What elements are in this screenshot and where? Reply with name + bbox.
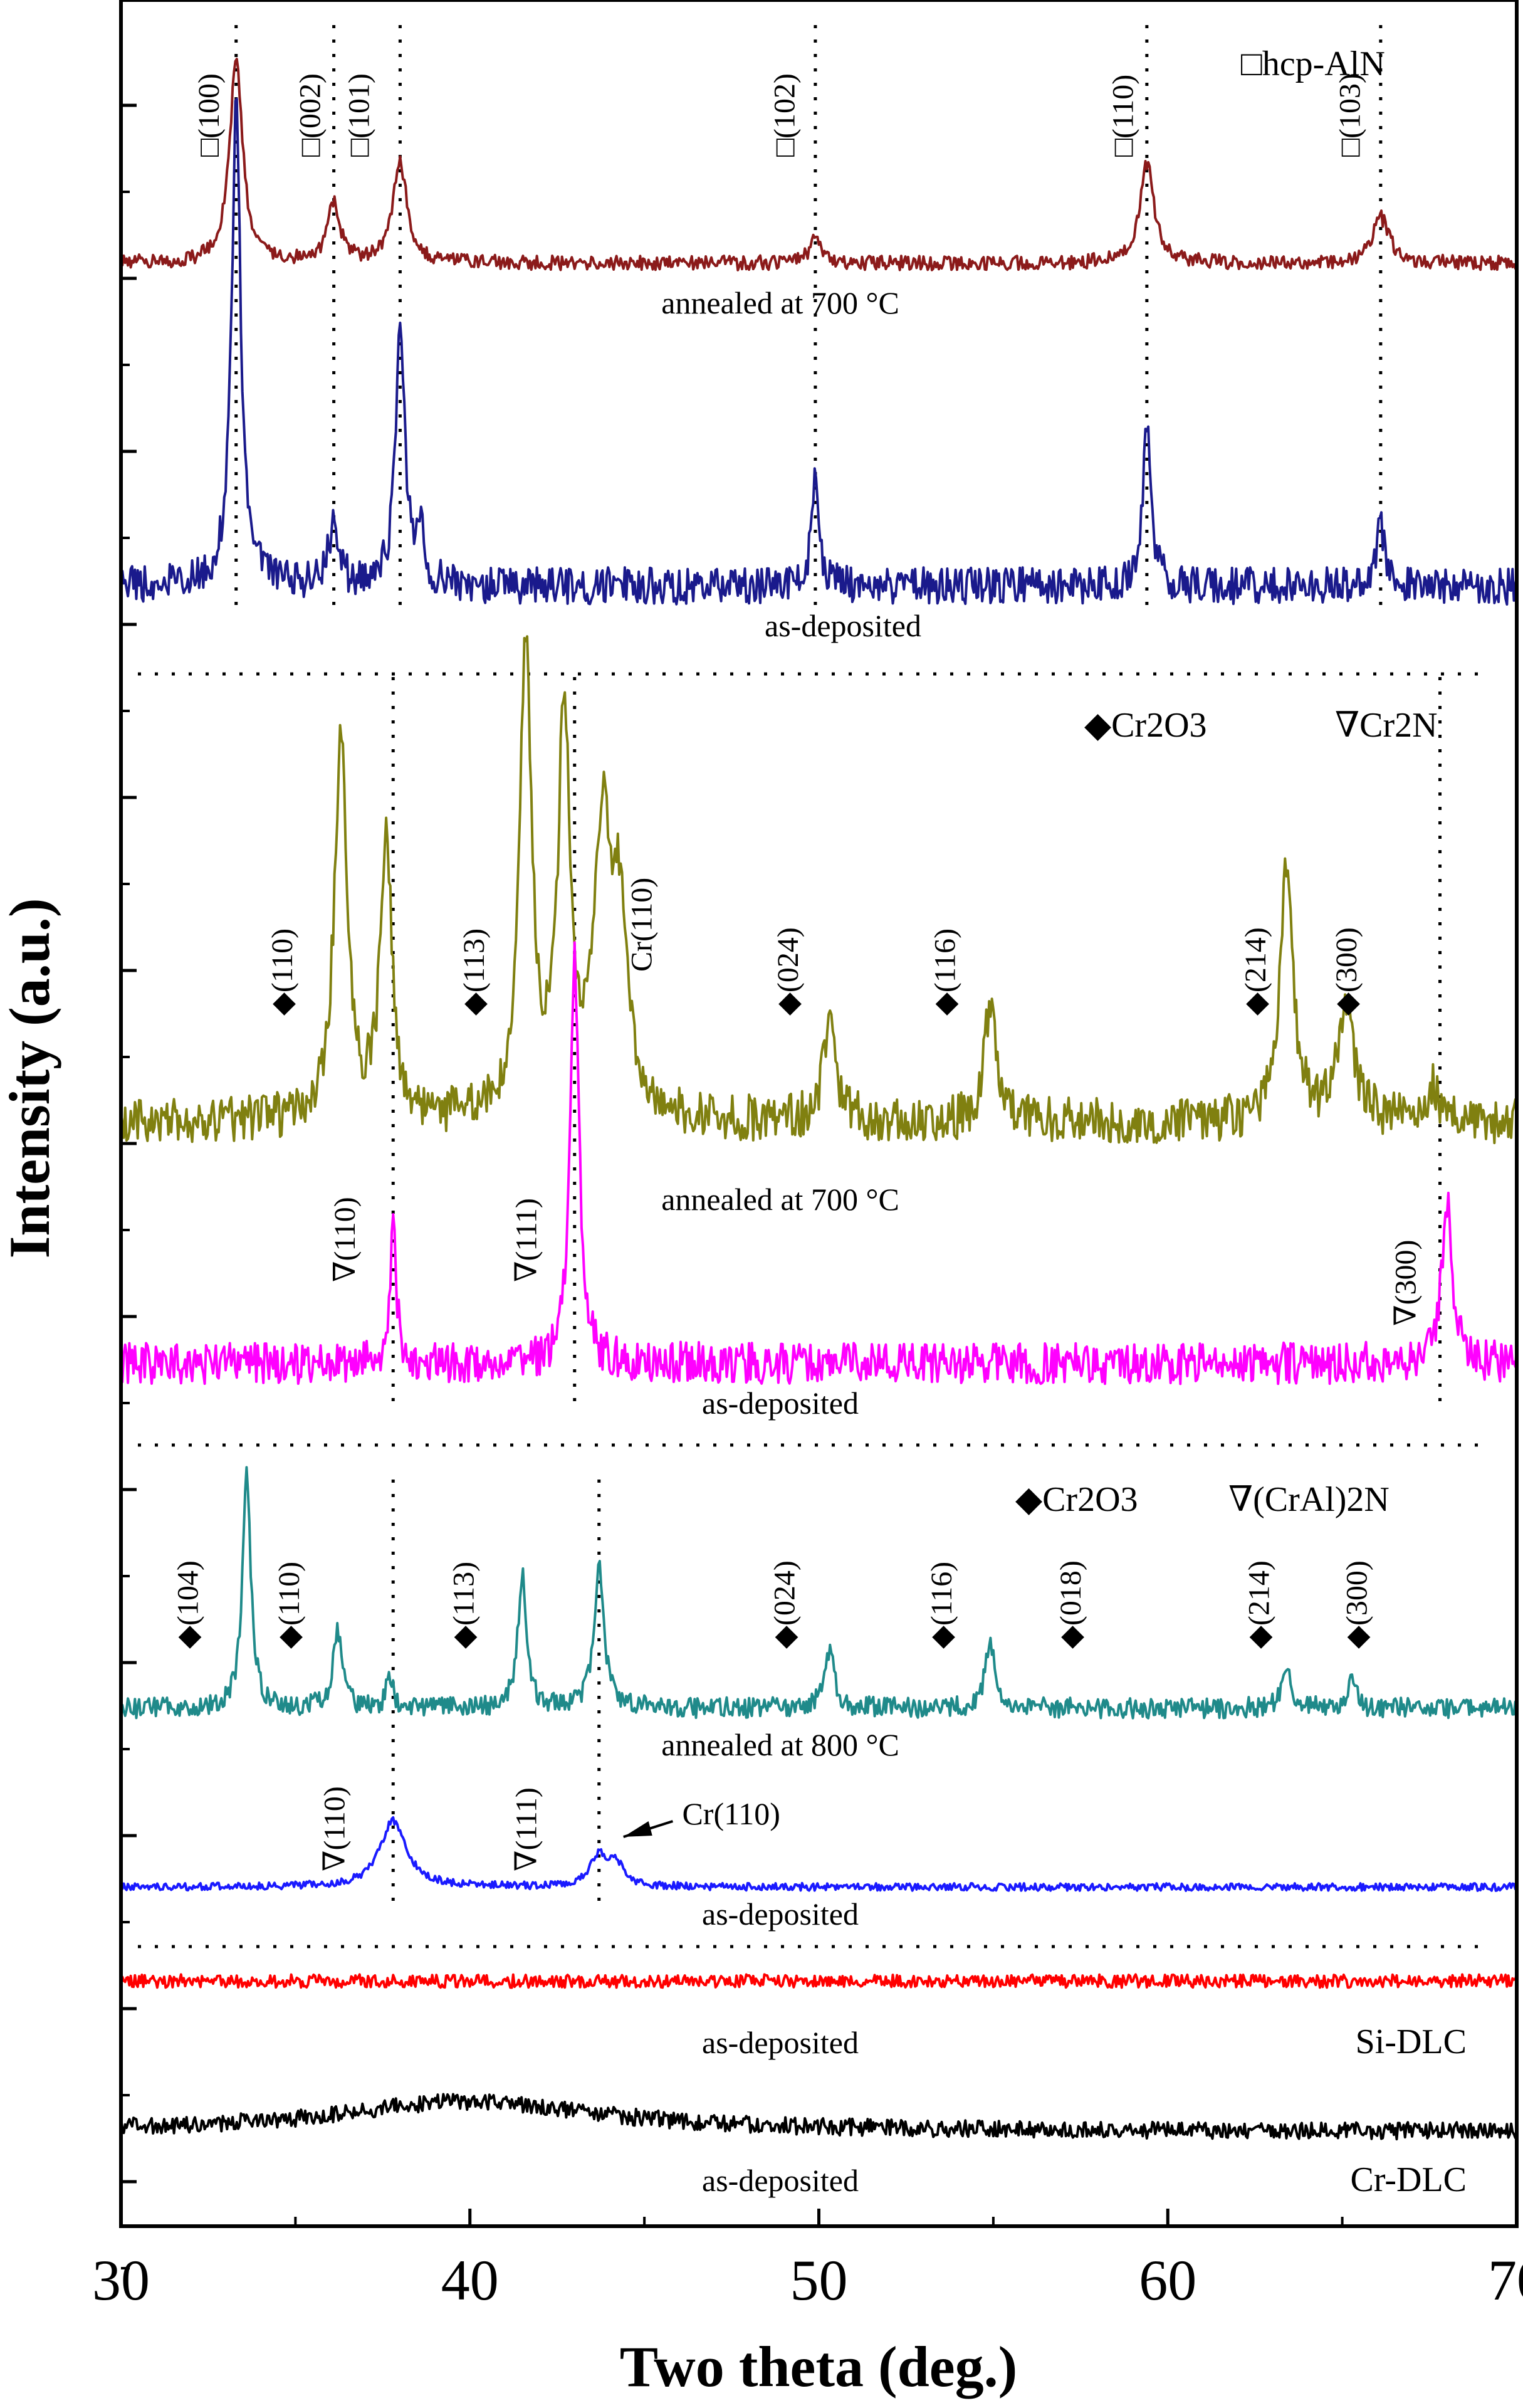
arrow-head (623, 1821, 652, 1837)
legend-entry: ◆Cr2O3 (1015, 1480, 1138, 1519)
x-tick-label: 40 (441, 2248, 499, 2312)
axis-layer: 30 40 50 60 70 (92, 103, 1523, 2312)
peak-label: □(101) (342, 73, 375, 157)
x-tick-label: 30 (92, 2248, 150, 2312)
phase-label: Cr(110) (625, 878, 658, 972)
peak-label: ◆(300) (1341, 1560, 1374, 1649)
phase-label: Cr(110) (682, 1796, 780, 1831)
peak-label: □(110) (1107, 75, 1140, 157)
sample-label: Si-DLC (1356, 2022, 1467, 2061)
peak-label: ◆(300) (1330, 927, 1363, 1016)
x-tick-label: 60 (1139, 2248, 1196, 2312)
series-line (120, 97, 1518, 606)
x-tick-label: 50 (790, 2248, 848, 2312)
peak-label: ◆(024) (768, 1560, 802, 1649)
legend-entry: □hcp-AlN (1241, 45, 1385, 83)
series-label: annealed at 700 °C (661, 1182, 899, 1217)
series-label: as-deposited (702, 1385, 859, 1421)
peak-label: ∇(300) (1390, 1240, 1423, 1326)
series-line (120, 58, 1518, 271)
peak-label: □(102) (768, 73, 802, 157)
peak-label: ◆(116) (929, 928, 962, 1016)
x-tick-label: 70 (1488, 2248, 1523, 2312)
peak-label: ◆(113) (447, 1562, 480, 1649)
series-label: annealed at 700 °C (661, 285, 899, 320)
peak-label: □(002) (293, 73, 327, 157)
reference-lines (234, 25, 1442, 1906)
peak-label: ◆(214) (1243, 1560, 1276, 1649)
peak-label: ∇(111) (510, 1787, 543, 1871)
series-line (120, 1973, 1518, 1989)
peak-label: □(103) (1334, 73, 1367, 157)
separator-lines (138, 672, 1492, 1948)
sample-label: Cr-DLC (1350, 2160, 1467, 2199)
series-line (120, 1816, 1518, 1892)
series-label: as-deposited (702, 2163, 859, 2198)
series-line (120, 941, 1518, 1385)
series-label: as-deposited (702, 2025, 859, 2060)
peak-label: ◆(018) (1054, 1560, 1087, 1649)
series-label: as-deposited (702, 1896, 859, 1932)
series-line (120, 1466, 1518, 1720)
peak-label: ◆(104) (172, 1560, 205, 1649)
peak-label: ◆(214) (1239, 927, 1272, 1016)
peak-label: ◆(116) (925, 1562, 958, 1649)
peak-label: ◆(024) (772, 927, 805, 1016)
x-axis-title: Two theta (deg.) (620, 2335, 1018, 2399)
series-line (120, 635, 1518, 1145)
peak-label: ◆(113) (458, 928, 491, 1016)
legend-entry: ∇(CrAl)2N (1228, 1480, 1390, 1519)
series-label: as-deposited (765, 608, 921, 643)
peak-label: ∇(110) (318, 1786, 351, 1871)
peak-label: ∇(111) (510, 1198, 543, 1282)
peak-label: □(100) (192, 73, 226, 157)
series-label: annealed at 800 °C (661, 1727, 899, 1762)
legend-entry: ◆Cr2O3 (1084, 706, 1207, 745)
legend-entry: ∇Cr2N (1335, 706, 1438, 745)
peak-label: ◆(110) (266, 928, 299, 1016)
series-layer (120, 58, 1518, 2141)
peak-label: ◆(110) (273, 1562, 306, 1649)
series-line (120, 2093, 1518, 2141)
plot-frame (119, 0, 1519, 2228)
y-axis-title: Intensity (a.u.) (0, 898, 61, 1258)
peak-label: ∇(110) (328, 1197, 362, 1282)
label-layer: annealed at 700 °Cas-deposited□hcp-AlN□(… (172, 45, 1467, 2199)
